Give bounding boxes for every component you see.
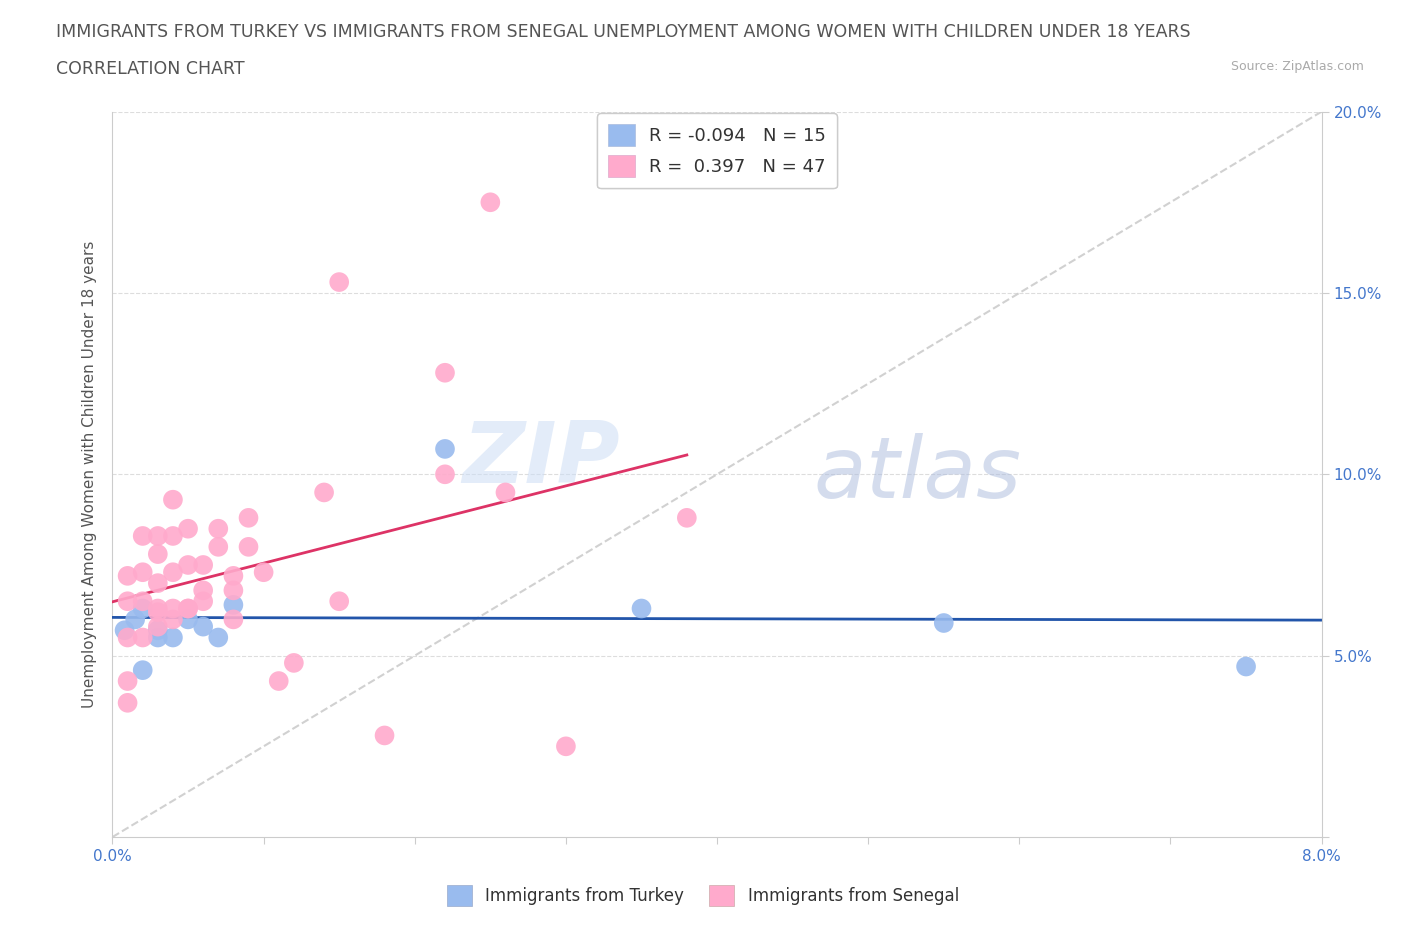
Point — [207, 521, 229, 536]
Point — [433, 365, 456, 380]
Point — [433, 467, 456, 482]
Legend: Immigrants from Turkey, Immigrants from Senegal: Immigrants from Turkey, Immigrants from … — [440, 879, 966, 912]
Point — [283, 656, 305, 671]
Point — [1234, 659, 1257, 674]
Point — [117, 631, 139, 645]
Point — [373, 728, 396, 743]
Point — [177, 521, 200, 536]
Point — [177, 612, 200, 627]
Point — [675, 511, 697, 525]
Point — [207, 539, 229, 554]
Legend: R = -0.094   N = 15, R =  0.397   N = 47: R = -0.094 N = 15, R = 0.397 N = 47 — [598, 113, 837, 188]
Point — [932, 616, 955, 631]
Text: atlas: atlas — [814, 432, 1022, 516]
Point — [328, 274, 350, 289]
Point — [117, 673, 139, 688]
Point — [162, 631, 184, 645]
Point — [267, 673, 290, 688]
Text: CORRELATION CHART: CORRELATION CHART — [56, 60, 245, 78]
Point — [114, 623, 136, 638]
Point — [191, 594, 215, 609]
Point — [117, 568, 139, 583]
Point — [222, 612, 245, 627]
Point — [146, 623, 169, 638]
Point — [117, 696, 139, 711]
Point — [124, 612, 146, 627]
Point — [132, 663, 155, 678]
Text: Source: ZipAtlas.com: Source: ZipAtlas.com — [1230, 60, 1364, 73]
Point — [117, 594, 139, 609]
Point — [146, 619, 169, 634]
Text: IMMIGRANTS FROM TURKEY VS IMMIGRANTS FROM SENEGAL UNEMPLOYMENT AMONG WOMEN WITH : IMMIGRANTS FROM TURKEY VS IMMIGRANTS FRO… — [56, 23, 1191, 41]
Point — [132, 631, 155, 645]
Point — [146, 604, 169, 619]
Point — [177, 601, 200, 616]
Point — [146, 576, 169, 591]
Point — [146, 528, 169, 543]
Point — [253, 565, 276, 579]
Text: ZIP: ZIP — [463, 418, 620, 501]
Point — [433, 442, 456, 457]
Point — [146, 631, 169, 645]
Point — [191, 558, 215, 573]
Point — [222, 568, 245, 583]
Point — [146, 601, 169, 616]
Point — [132, 528, 155, 543]
Point — [162, 528, 184, 543]
Point — [177, 558, 200, 573]
Point — [630, 601, 652, 616]
Point — [146, 547, 169, 562]
Point — [222, 597, 245, 612]
Point — [222, 583, 245, 598]
Point — [162, 601, 184, 616]
Point — [132, 565, 155, 579]
Point — [191, 619, 215, 634]
Point — [328, 594, 350, 609]
Point — [312, 485, 335, 500]
Point — [207, 631, 229, 645]
Point — [495, 485, 517, 500]
Point — [479, 195, 502, 210]
Point — [177, 601, 200, 616]
Point — [162, 565, 184, 579]
Point — [238, 511, 260, 525]
Point — [132, 594, 155, 609]
Point — [132, 601, 155, 616]
Point — [162, 612, 184, 627]
Point — [238, 539, 260, 554]
Y-axis label: Unemployment Among Women with Children Under 18 years: Unemployment Among Women with Children U… — [82, 241, 97, 708]
Point — [162, 492, 184, 507]
Point — [554, 738, 576, 753]
Point — [191, 583, 215, 598]
